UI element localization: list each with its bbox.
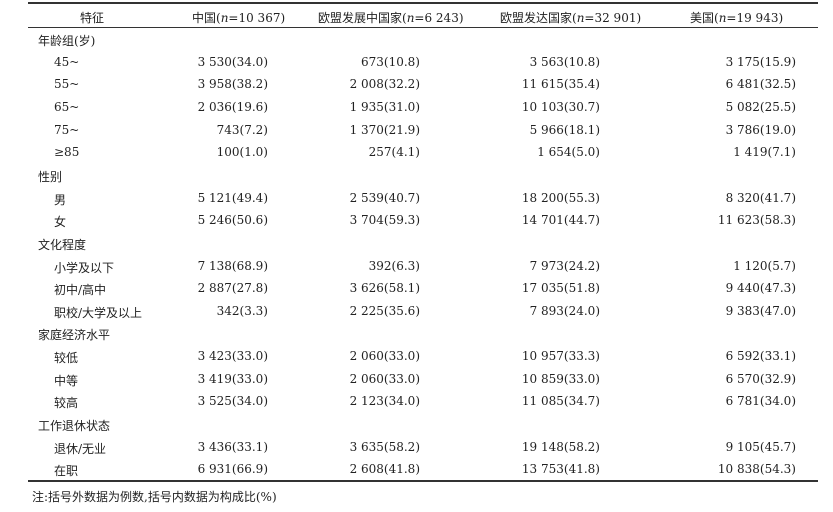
row-label: 女	[54, 215, 67, 230]
table-cell: 2 539(40.7)	[349, 190, 420, 205]
table-cell: 6 570(32.9)	[725, 371, 796, 386]
table-cell: 2 123(34.0)	[349, 394, 420, 409]
table-cell: 3 423(33.0)	[197, 349, 268, 364]
table-cell: 14 701(44.7)	[521, 213, 600, 228]
table-cell: 2 887(27.8)	[197, 281, 268, 296]
table-top-rule	[28, 2, 818, 4]
table-cell: 3 635(58.2)	[349, 439, 420, 454]
table-cell: 673(10.8)	[361, 54, 420, 69]
table-cell: 5 082(25.5)	[725, 99, 796, 114]
table-cell: 1 370(21.9)	[349, 122, 420, 137]
table-cell: 17 035(51.8)	[521, 281, 600, 296]
table-cell: 9 440(47.3)	[725, 281, 796, 296]
table-footnote: 注:括号外数据为例数,括号内数据为构成比(%)	[32, 490, 277, 504]
header-china: 中国(n=10 367)	[192, 11, 286, 25]
category-label: 性别	[38, 169, 63, 184]
table-header-rule	[28, 27, 818, 28]
row-label: 65~	[54, 99, 80, 114]
header-eu-developed: 欧盟发达国家(n=32 901)	[500, 11, 642, 25]
row-label: 55~	[54, 77, 80, 92]
table-cell: 392(6.3)	[368, 258, 420, 273]
table-cell: 5 966(18.1)	[529, 122, 600, 137]
table-cell: 3 175(15.9)	[725, 54, 796, 69]
table-cell: 1 654(5.0)	[537, 145, 600, 160]
table-cell: 5 121(49.4)	[197, 190, 268, 205]
table-cell: 1 935(31.0)	[349, 99, 420, 114]
header-eu-developing: 欧盟发展中国家(n=6 243)	[318, 11, 464, 25]
table-cell: 10 103(30.7)	[521, 99, 600, 114]
table-cell: 6 781(34.0)	[725, 394, 796, 409]
table-cell: 1 419(7.1)	[733, 145, 796, 160]
table-cell: 257(4.1)	[368, 145, 420, 160]
table-cell: 3 530(34.0)	[197, 54, 268, 69]
table-cell: 11 615(35.4)	[521, 77, 600, 92]
table-cell: 100(1.0)	[216, 145, 268, 160]
table-cell: 10 838(54.3)	[717, 462, 796, 477]
table-cell: 7 973(24.2)	[529, 258, 600, 273]
table-cell: 3 958(38.2)	[197, 77, 268, 92]
header-feature: 特征	[80, 11, 105, 25]
table-cell: 2 036(19.6)	[197, 99, 268, 114]
table-cell: 10 859(33.0)	[521, 371, 600, 386]
table-cell: 18 200(55.3)	[521, 190, 600, 205]
table-cell: 9 383(47.0)	[725, 303, 796, 318]
table-cell: 2 060(33.0)	[349, 349, 420, 364]
table-cell: 3 525(34.0)	[197, 394, 268, 409]
table-cell: 743(7.2)	[216, 122, 268, 137]
row-label: 男	[54, 192, 67, 207]
table-cell: 6 592(33.1)	[725, 349, 796, 364]
row-label: 小学及以下	[54, 260, 115, 275]
table-cell: 3 626(58.1)	[349, 281, 420, 296]
category-label: 年龄组(岁)	[38, 34, 96, 48]
table-cell: 2 060(33.0)	[349, 371, 420, 386]
table-cell: 1 120(5.7)	[733, 258, 796, 273]
row-label: ≥85	[54, 145, 80, 160]
table-cell: 7 893(24.0)	[529, 303, 600, 318]
table-cell: 3 419(33.0)	[197, 371, 268, 386]
header-us: 美国(n=19 943)	[690, 11, 784, 25]
table-cell: 2 008(32.2)	[349, 77, 420, 92]
category-label: 家庭经济水平	[38, 328, 111, 343]
table-cell: 342(3.3)	[216, 303, 268, 318]
row-label: 退休/无业	[54, 441, 107, 456]
row-label: 较低	[54, 351, 79, 366]
row-label: 45~	[54, 54, 80, 69]
table-cell: 10 957(33.3)	[521, 349, 600, 364]
table-cell: 13 753(41.8)	[521, 462, 600, 477]
category-label: 文化程度	[38, 237, 87, 252]
table-cell: 9 105(45.7)	[725, 439, 796, 454]
table-cell: 11 085(34.7)	[521, 394, 600, 409]
table-cell: 6 931(66.9)	[197, 462, 268, 477]
table-cell: 19 148(58.2)	[521, 439, 600, 454]
row-label: 较高	[54, 396, 79, 411]
row-label: 在职	[54, 464, 79, 479]
row-label: 中等	[54, 373, 79, 388]
table-cell: 3 786(19.0)	[725, 122, 796, 137]
table-cell: 8 320(41.7)	[725, 190, 796, 205]
table-cell: 3 563(10.8)	[529, 54, 600, 69]
row-label: 75~	[54, 122, 80, 137]
table-cell: 2 225(35.6)	[349, 303, 420, 318]
table-cell: 2 608(41.8)	[349, 462, 420, 477]
table-bottom-rule	[28, 480, 818, 482]
row-label: 初中/高中	[54, 283, 107, 298]
table-cell: 5 246(50.6)	[197, 213, 268, 228]
row-label: 职校/大学及以上	[54, 305, 143, 320]
table-cell: 11 623(58.3)	[717, 213, 796, 228]
table-cell: 6 481(32.5)	[725, 77, 796, 92]
category-label: 工作退休状态	[38, 419, 111, 434]
table-cell: 3 436(33.1)	[197, 439, 268, 454]
table-cell: 3 704(59.3)	[349, 213, 420, 228]
table-cell: 7 138(68.9)	[197, 258, 268, 273]
